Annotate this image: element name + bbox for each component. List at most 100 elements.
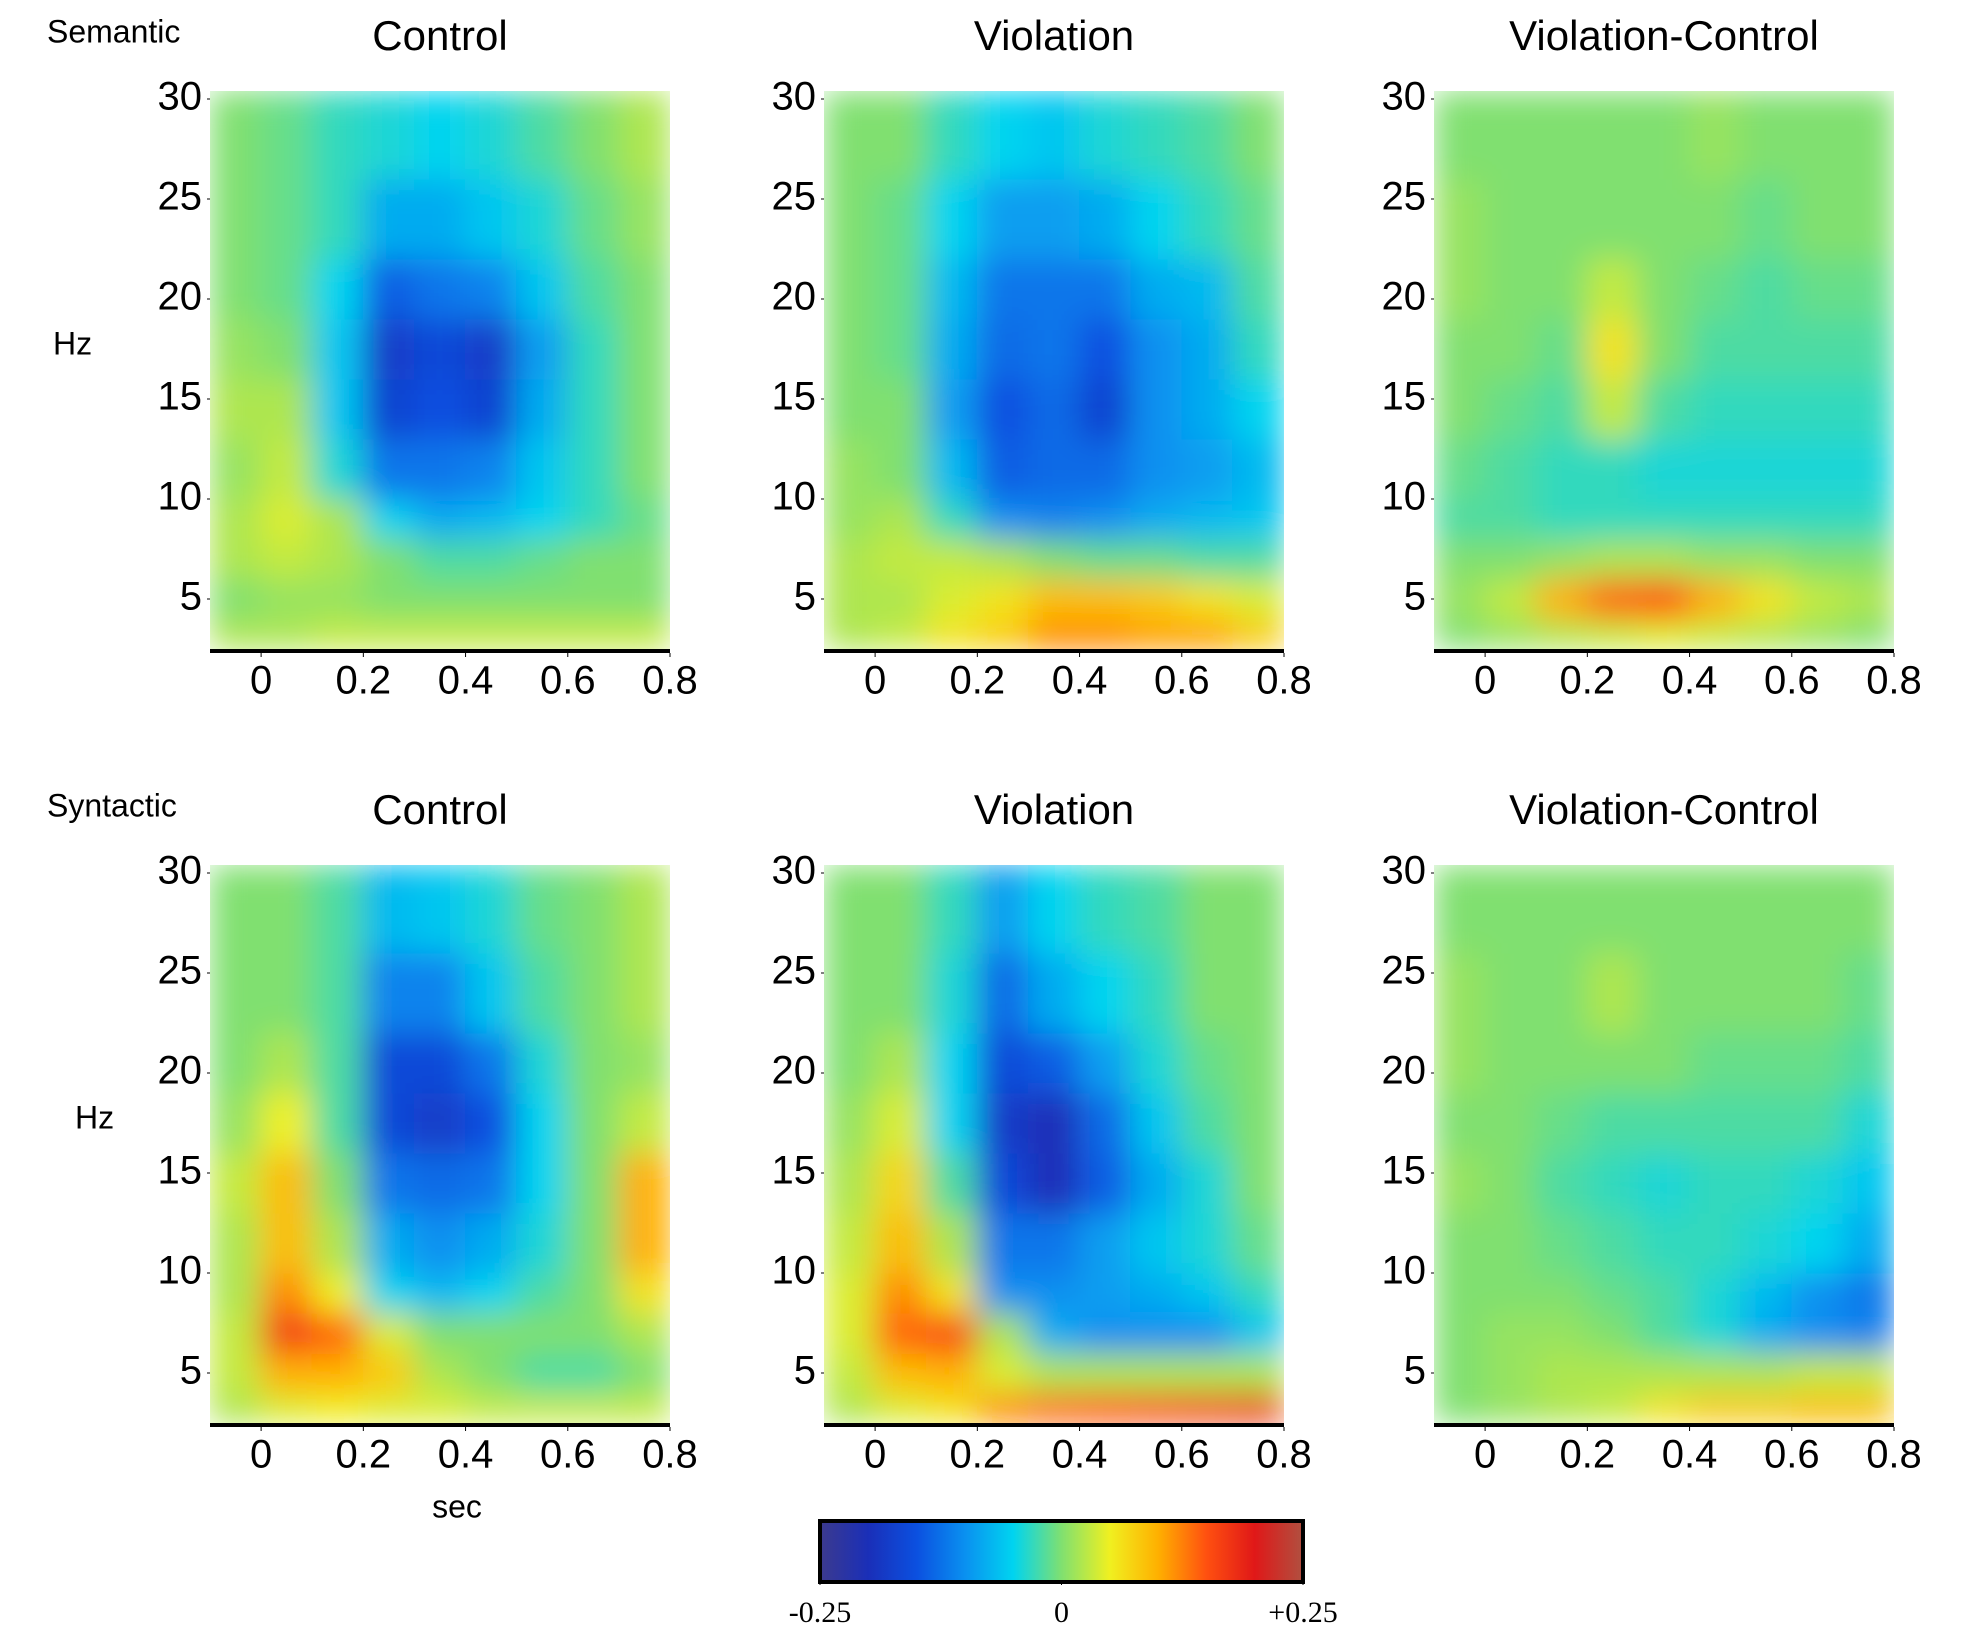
heatmap-cell [516, 1152, 569, 1214]
heatmap-cell [516, 1212, 569, 1274]
heatmap-cells [210, 91, 670, 649]
heatmap-cell [465, 1092, 518, 1154]
heatmap-cell [1434, 538, 1486, 580]
heatmap-cell [874, 1032, 927, 1094]
heatmap-cell [1740, 578, 1793, 620]
heatmap-cell [1637, 1352, 1691, 1394]
heatmap-cell [1586, 498, 1639, 540]
heatmap-cell [1027, 1312, 1081, 1354]
heatmap-cell [1740, 1092, 1793, 1154]
x-tick-label: 0.6 [540, 1433, 596, 1477]
heatmap-cell [1232, 378, 1284, 440]
heatmap-cell [1535, 1032, 1588, 1094]
heatmap-cell [1079, 1092, 1132, 1154]
heatmap-cell [1791, 91, 1844, 180]
heatmap-cell [1232, 1212, 1284, 1274]
heatmap-cell [1637, 498, 1691, 540]
heatmap-cell [1181, 378, 1234, 440]
heatmap-cell [362, 1212, 415, 1274]
y-tick-label: 30 [158, 849, 203, 893]
y-tick-label: 25 [1382, 175, 1427, 219]
heatmap-cell [260, 538, 313, 580]
heatmap-cell [1791, 438, 1844, 500]
heatmap-cell [311, 1392, 364, 1423]
heatmap-cell [1689, 498, 1742, 540]
heatmap-cells [824, 865, 1284, 1423]
heatmap-cell [1232, 1152, 1284, 1214]
heatmap-cell [1586, 1212, 1639, 1274]
heatmap-cell [618, 865, 670, 954]
heatmap-cell [925, 1032, 978, 1094]
heatmap-cell [1740, 498, 1793, 540]
heatmap-cell [362, 178, 415, 260]
heatmap-cell [311, 91, 364, 180]
heatmap-cell [1689, 438, 1742, 500]
heatmap-cell [925, 378, 978, 440]
heatmap-cell [1637, 1312, 1691, 1354]
heatmap-cell [260, 378, 313, 440]
heatmap-cell [925, 318, 978, 380]
x-tick-label: 0.4 [438, 1433, 494, 1477]
heatmap-cell [260, 91, 313, 180]
heatmap-cell [1079, 1312, 1132, 1354]
heatmap-cell [1130, 178, 1183, 260]
y-tick-label: 10 [1382, 1249, 1427, 1293]
heatmap-cell [516, 1312, 569, 1354]
y-tick-label: 30 [1382, 75, 1427, 119]
heatmap-cell [618, 618, 670, 649]
heatmap-cell [1586, 1272, 1639, 1314]
heatmap-cell [1130, 438, 1183, 500]
heatmap-cell [874, 258, 927, 320]
heatmap-cell [1842, 1212, 1894, 1274]
heatmap-cell [362, 1392, 415, 1423]
heatmap-cell [1535, 1392, 1588, 1423]
heatmap-cell [516, 1032, 569, 1094]
heatmap-cell [1079, 438, 1132, 500]
heatmap-cell [1586, 378, 1639, 440]
heatmap-cell [1842, 1092, 1894, 1154]
heatmap-cell [1637, 1152, 1691, 1214]
heatmap-cell [1842, 538, 1894, 580]
heatmap-cell [516, 1272, 569, 1314]
heatmap-cell [1434, 618, 1486, 649]
heatmap-cell [925, 1092, 978, 1154]
heatmap-cell [362, 498, 415, 540]
heatmap-cell [1842, 318, 1894, 380]
heatmap-cell [1586, 538, 1639, 580]
heatmap-cell [567, 618, 620, 649]
heatmap-cell [976, 1152, 1029, 1214]
heatmap-cell [824, 618, 876, 649]
heatmap-cell [1842, 618, 1894, 649]
heatmap-cell [1637, 1092, 1691, 1154]
heatmap-cells [824, 91, 1284, 649]
heatmap-cell [1689, 578, 1742, 620]
x-tick-label: 0.6 [1154, 659, 1210, 703]
y-tick-label: 25 [772, 949, 817, 993]
heatmap-cell [1232, 91, 1284, 180]
heatmap-cell [567, 438, 620, 500]
heatmap-cell [618, 438, 670, 500]
heatmap-cell [311, 952, 364, 1034]
y-tick-label: 15 [772, 375, 817, 419]
row-label: Syntactic [47, 787, 177, 823]
heatmap-cell [1434, 178, 1486, 260]
heatmap-cell [1535, 578, 1588, 620]
heatmap-cell [1232, 865, 1284, 954]
colorbar-tick-label: 0 [1054, 1596, 1069, 1629]
x-tick-label: 0.2 [336, 659, 392, 703]
x-tick-label: 0.4 [438, 659, 494, 703]
heatmap-cell [1586, 178, 1639, 260]
heatmap-cell [1637, 1212, 1691, 1274]
y-tick-label: 30 [772, 75, 817, 119]
y-tick-label: 10 [772, 1249, 817, 1293]
heatmap-cell [311, 1092, 364, 1154]
heatmap-cell [260, 1272, 313, 1314]
heatmap-cell [1181, 178, 1234, 260]
heatmap-cell [618, 91, 670, 180]
heatmap-cell [1181, 578, 1234, 620]
heatmap-cell [1027, 1392, 1081, 1423]
heatmap-cell [260, 1352, 313, 1394]
heatmap-cell [413, 578, 467, 620]
heatmap-cell [210, 438, 262, 500]
heatmap-cell [1535, 1312, 1588, 1354]
